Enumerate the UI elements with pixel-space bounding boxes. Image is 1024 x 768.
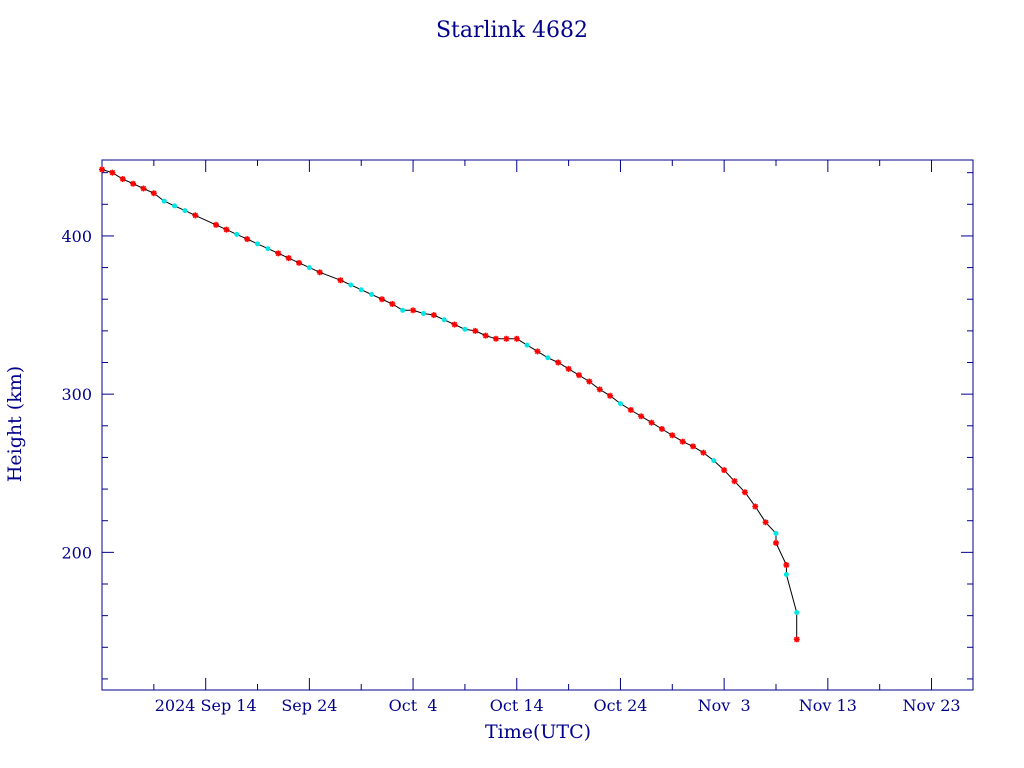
data-point xyxy=(172,203,178,209)
data-point xyxy=(524,342,530,348)
data-point xyxy=(607,392,614,399)
data-point xyxy=(275,250,282,257)
data-point xyxy=(793,636,800,643)
data-point xyxy=(731,478,738,485)
data-point xyxy=(150,190,157,197)
data-point xyxy=(482,332,489,339)
data-point xyxy=(441,317,447,323)
x-tick-label: Nov 3 xyxy=(698,696,751,715)
data-point xyxy=(358,287,364,293)
data-point xyxy=(493,335,500,342)
data-point xyxy=(369,291,375,297)
data-point xyxy=(783,572,789,578)
data-point xyxy=(690,443,697,450)
data-point xyxy=(378,296,385,303)
data-point xyxy=(99,166,105,173)
chart-title: Starlink 4682 xyxy=(436,18,588,43)
x-axis-label: Time(UTC) xyxy=(485,721,591,743)
data-point xyxy=(213,221,220,228)
data-point xyxy=(669,432,676,439)
x-tick-label: Oct 14 xyxy=(490,696,544,715)
y-tick-label: 200 xyxy=(61,543,92,562)
x-tick-label: Oct 24 xyxy=(593,696,647,715)
data-point xyxy=(192,212,199,219)
data-point xyxy=(234,231,240,237)
data-point xyxy=(721,467,728,474)
data-point xyxy=(316,269,323,276)
x-tick-label: Sep 24 xyxy=(281,696,337,715)
data-point xyxy=(762,519,769,526)
data-point xyxy=(255,241,261,247)
data-point xyxy=(617,401,623,407)
data-point xyxy=(700,449,707,456)
data-point xyxy=(545,355,551,361)
trajectory-line xyxy=(101,169,798,640)
data-point xyxy=(555,359,562,366)
y-axis-label: Height (km) xyxy=(4,366,26,482)
x-tick-label: 2024 Sep 14 xyxy=(155,696,257,715)
x-tick-label: Nov 13 xyxy=(799,696,857,715)
data-point xyxy=(752,503,759,510)
data-point xyxy=(627,406,634,413)
data-point xyxy=(306,265,312,271)
data-point xyxy=(565,365,572,372)
markers xyxy=(99,166,800,643)
data-point xyxy=(575,372,582,379)
data-point xyxy=(679,438,686,445)
data-point xyxy=(783,562,790,569)
data-point xyxy=(348,282,354,288)
data-point xyxy=(410,307,417,314)
x-ticks: 2024 Sep 14 Sep 24 Oct 4 Oct 14 Oct 24 Nov 3 N… xyxy=(101,160,961,715)
data-point xyxy=(182,208,188,214)
data-point xyxy=(773,530,779,536)
data-point xyxy=(400,307,406,313)
data-point xyxy=(119,175,126,182)
data-point xyxy=(337,277,344,284)
data-point xyxy=(161,198,167,204)
data-point xyxy=(140,185,147,192)
data-point xyxy=(285,255,292,262)
data-point xyxy=(109,169,116,176)
plot-frame xyxy=(101,159,974,691)
data-point xyxy=(244,236,251,243)
data-point xyxy=(658,425,665,432)
y-ticks: 200 300 400 xyxy=(61,172,973,680)
data-point xyxy=(648,419,655,426)
x-tick-label: Nov 23 xyxy=(902,696,960,715)
data-point xyxy=(472,327,479,334)
data-point xyxy=(638,413,645,420)
data-point xyxy=(772,539,779,546)
data-point xyxy=(513,335,520,342)
x-tick-label: Oct 4 xyxy=(389,696,438,715)
data-point xyxy=(503,335,510,342)
data-point xyxy=(534,348,541,355)
data-point xyxy=(130,180,137,187)
data-point xyxy=(794,609,800,615)
data-point xyxy=(420,310,426,316)
data-point xyxy=(711,458,717,464)
data-point xyxy=(462,326,468,332)
data-point xyxy=(265,246,271,252)
data-point xyxy=(430,312,437,319)
y-tick-label: 400 xyxy=(61,227,92,246)
y-tick-label: 300 xyxy=(61,385,92,404)
data-point xyxy=(296,259,303,266)
data-point xyxy=(389,300,396,307)
data-point xyxy=(451,321,458,328)
data-point xyxy=(223,226,230,233)
data-point xyxy=(586,378,593,385)
data-point xyxy=(596,386,603,393)
data-point xyxy=(741,489,748,496)
